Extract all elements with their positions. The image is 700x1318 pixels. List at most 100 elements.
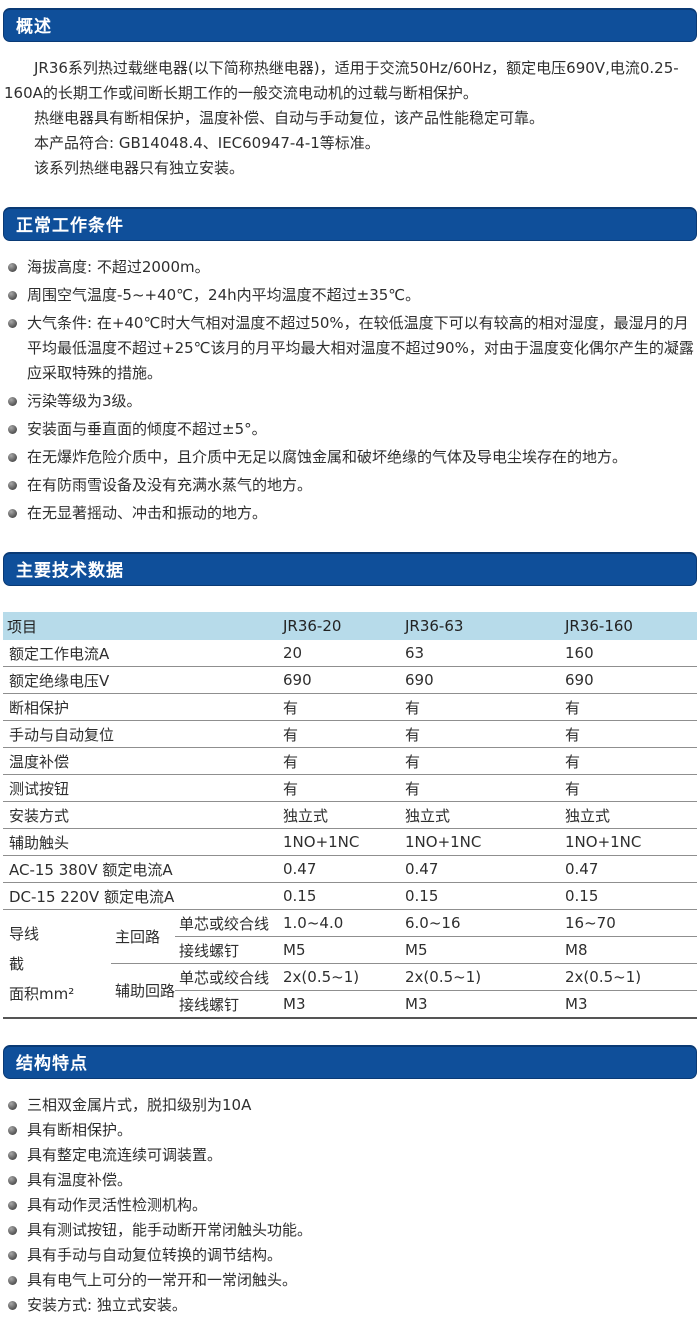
- table-row: 辅助触头 1NO+1NC 1NO+1NC 1NO+1NC: [3, 828, 697, 856]
- technical-table-head: 项目 JR36-20 JR36-63 JR36-160: [3, 612, 697, 640]
- table-row: 接线螺钉 M5 M5 M8: [3, 936, 697, 964]
- feature-item: 具有整定电流连续可调装置。: [4, 1143, 696, 1168]
- row-value: 1.0~4.0: [279, 909, 401, 937]
- row-value: 0.15: [561, 882, 697, 910]
- row-value: M3: [401, 990, 561, 1019]
- row-value: 16~70: [561, 909, 697, 937]
- feature-item: 三相双金属片式，脱扣级别为10A: [4, 1093, 696, 1118]
- working-conditions-list: 海拔高度: 不超过2000m。 周围空气温度-5~+40℃，24h内平均温度不超过…: [4, 255, 696, 526]
- table-row: 导线 截 面积mm² 主回路 单芯或绞合线 1.0~4.0 6.0~16 16~70: [3, 909, 697, 1019]
- table-header-item: 项目: [3, 612, 279, 640]
- row-value: 独立式: [401, 801, 561, 829]
- table-row: 接线螺钉 M3 M3 M3: [3, 990, 697, 1019]
- row-value: 0.15: [279, 882, 401, 910]
- row-value: 有: [561, 693, 697, 721]
- row-value: 有: [401, 747, 561, 775]
- condition-item: 在无爆炸危险介质中，且介质中无足以腐蚀金属和破坏绝缘的气体及导电尘埃存在的地方。: [4, 445, 696, 470]
- table-row: 辅助回路 单芯或绞合线 2x(0.5~1) 2x(0.5~1) 2x(0.5~1): [3, 963, 697, 1019]
- row-value: 1NO+1NC: [561, 828, 697, 856]
- row-value: M8: [561, 936, 697, 964]
- row-value: 20: [279, 640, 401, 667]
- row-value: 1NO+1NC: [401, 828, 561, 856]
- row-label: 温度补偿: [3, 747, 279, 775]
- wire-group-name: 主回路: [111, 909, 175, 964]
- table-row: AC-15 380V 额定电流A 0.47 0.47 0.47: [3, 855, 697, 883]
- row-value: M3: [279, 990, 401, 1019]
- row-value: 63: [401, 640, 561, 667]
- table-header-row: 项目 JR36-20 JR36-63 JR36-160: [3, 612, 697, 640]
- row-value: 有: [561, 747, 697, 775]
- wire-sub-label: 接线螺钉: [175, 936, 279, 964]
- section-working-conditions: 正常工作条件 海拔高度: 不超过2000m。 周围空气温度-5~+40℃，24h内…: [0, 207, 700, 526]
- section-header-technical-data: 主要技术数据: [3, 552, 697, 586]
- row-value: 690: [401, 666, 561, 694]
- wire-group-name: 辅助回路: [111, 963, 175, 1019]
- condition-item: 周围空气温度-5~+40℃，24h内平均温度不超过±35℃。: [4, 283, 696, 308]
- feature-item: 具有电气上可分的一常开和一常闭触头。: [4, 1268, 696, 1293]
- feature-item: 具有手动与自动复位转换的调节结构。: [4, 1243, 696, 1268]
- row-value: 2x(0.5~1): [561, 963, 697, 991]
- row-value: 有: [401, 720, 561, 748]
- row-value: 2x(0.5~1): [279, 963, 401, 991]
- overview-paragraphs: JR36系列热过载继电器(以下简称热继电器)，适用于交流50Hz/60Hz，额定…: [4, 56, 696, 181]
- condition-item: 污染等级为3级。: [4, 389, 696, 414]
- section-title-structure-features: 结构特点: [16, 1054, 88, 1074]
- row-value: M5: [279, 936, 401, 964]
- overview-paragraph: 本产品符合: GB14048.4、IEC60947-4-1等标准。: [34, 134, 380, 152]
- table-header-model: JR36-160: [561, 612, 697, 640]
- section-title-working-conditions: 正常工作条件: [16, 216, 124, 236]
- condition-item: 大气条件: 在+40℃时大气相对温度不超过50%，在较低温度下可以有较高的相对湿…: [4, 311, 696, 386]
- technical-data-table: 项目 JR36-20 JR36-63 JR36-160 额定工作电流A 20 63 160 额…: [3, 612, 697, 1019]
- wire-sub-label: 单芯或绞合线: [175, 909, 279, 937]
- section-title-overview: 概述: [16, 17, 52, 37]
- section-title-technical-data: 主要技术数据: [16, 561, 124, 581]
- section-technical-data: 主要技术数据 项目 JR36-20 JR36-63 JR36-160 额定工作电流A 2…: [0, 552, 700, 1019]
- row-value: 有: [279, 693, 401, 721]
- row-label: 辅助触头: [3, 828, 279, 856]
- table-row: 测试按钮有有有: [3, 774, 697, 802]
- condition-item: 海拔高度: 不超过2000m。: [4, 255, 696, 280]
- row-value: 0.47: [279, 855, 401, 883]
- overview-paragraph: 热继电器具有断相保护，温度补偿、自动与手动复位，该产品性能稳定可靠。: [34, 109, 545, 127]
- row-label: 断相保护: [3, 693, 279, 721]
- feature-item: 具有温度补偿。: [4, 1168, 696, 1193]
- table-row: 手动与自动复位有有有: [3, 720, 697, 748]
- condition-item: 在无显著摇动、冲击和振动的地方。: [4, 501, 696, 526]
- overview-paragraph: 该系列热继电器只有独立安装。: [34, 159, 245, 177]
- row-label: 测试按钮: [3, 774, 279, 802]
- table-row: 额定绝缘电压V 690 690 690: [3, 666, 697, 694]
- row-value: 有: [401, 693, 561, 721]
- table-row: DC-15 220V 额定电流A 0.15 0.15 0.15: [3, 882, 697, 910]
- row-value: 6.0~16: [401, 909, 561, 937]
- row-label: 安装方式: [3, 801, 279, 829]
- section-header-overview: 概述: [3, 8, 697, 42]
- row-value: 有: [561, 774, 697, 802]
- feature-item: 具有测试按钮，能手动断开常闭触头功能。: [4, 1218, 696, 1243]
- table-header-model: JR36-63: [401, 612, 561, 640]
- feature-item: 具有动作灵活性检测机构。: [4, 1193, 696, 1218]
- wire-sub-label: 单芯或绞合线: [175, 963, 279, 991]
- row-label: 额定工作电流A: [3, 640, 279, 667]
- row-value: 0.47: [561, 855, 697, 883]
- feature-item: 具有断相保护。: [4, 1118, 696, 1143]
- row-label: AC-15 380V 额定电流A: [3, 855, 279, 883]
- table-row: 安装方式 独立式 独立式 独立式: [3, 801, 697, 829]
- row-value: M5: [401, 936, 561, 964]
- row-value: 0.15: [401, 882, 561, 910]
- row-value: M3: [561, 990, 697, 1019]
- row-label: 手动与自动复位: [3, 720, 279, 748]
- row-value: 有: [561, 720, 697, 748]
- condition-item: 安装面与垂直面的倾度不超过±5°。: [4, 417, 696, 442]
- condition-item: 在有防雨雪设备及没有充满水蒸气的地方。: [4, 473, 696, 498]
- feature-item: 安装方式: 独立式安装。: [4, 1293, 696, 1318]
- overview-paragraph: JR36系列热过载继电器(以下简称热继电器)，适用于交流50Hz/60Hz，额定…: [4, 59, 679, 102]
- section-header-working-conditions: 正常工作条件: [3, 207, 697, 241]
- row-value: 690: [561, 666, 697, 694]
- technical-table-body: 额定工作电流A 20 63 160 额定绝缘电压V 690 690 690 断相保护有有有手动与…: [3, 640, 697, 1019]
- wire-sub-label: 接线螺钉: [175, 990, 279, 1019]
- section-structure-features: 结构特点 三相双金属片式，脱扣级别为10A 具有断相保护。 具有整定电流连续可调装置…: [0, 1045, 700, 1318]
- table-row: 温度补偿有有有: [3, 747, 697, 775]
- table-header-model: JR36-20: [279, 612, 401, 640]
- row-value: 独立式: [561, 801, 697, 829]
